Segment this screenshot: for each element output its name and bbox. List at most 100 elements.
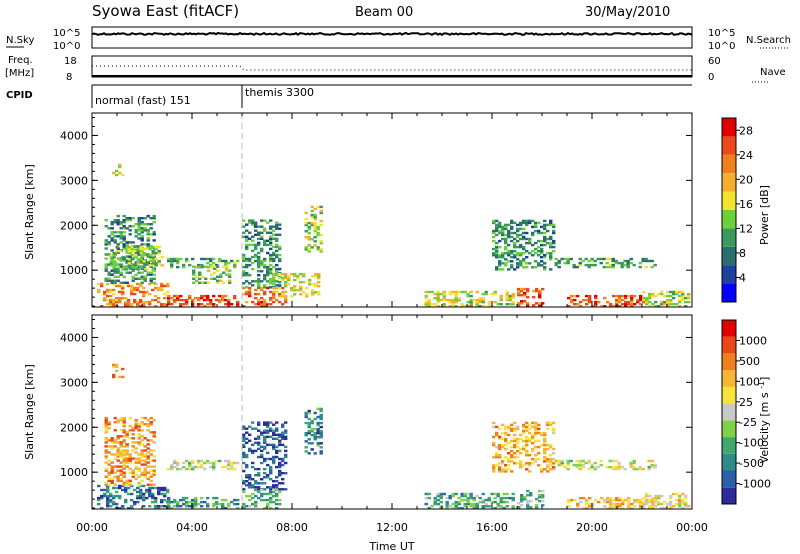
data-cell xyxy=(629,257,633,261)
data-cell xyxy=(109,298,113,302)
data-cell xyxy=(269,227,273,230)
colorbar-segment xyxy=(722,487,736,504)
data-cell xyxy=(269,235,273,238)
data-cell xyxy=(529,500,533,503)
data-cell xyxy=(245,484,249,487)
data-cell xyxy=(495,454,499,457)
data-cell xyxy=(148,488,152,492)
data-cell xyxy=(513,250,517,253)
data-cell xyxy=(260,305,264,308)
data-cell xyxy=(248,447,252,451)
data-cell xyxy=(110,481,114,484)
data-cell xyxy=(119,271,123,274)
data-cell xyxy=(163,292,167,296)
data-cell xyxy=(319,434,323,437)
data-cell xyxy=(319,417,323,421)
data-cell xyxy=(107,273,111,276)
data-cell xyxy=(107,271,111,274)
data-cell xyxy=(206,296,210,300)
data-cell xyxy=(128,225,132,228)
data-cell xyxy=(160,500,164,504)
data-cell xyxy=(552,223,556,227)
data-cell xyxy=(657,502,661,506)
data-cell xyxy=(424,290,428,294)
data-cell xyxy=(672,303,676,306)
data-cell xyxy=(109,494,113,498)
data-cell xyxy=(650,465,654,469)
data-cell xyxy=(278,449,282,453)
data-cell xyxy=(128,455,132,458)
data-cell xyxy=(125,271,129,274)
data-cell xyxy=(198,271,202,274)
data-cell xyxy=(122,471,126,474)
data-cell xyxy=(127,250,131,253)
data-cell xyxy=(647,465,651,469)
data-cell xyxy=(531,447,535,451)
data-cell xyxy=(490,492,494,496)
data-cell xyxy=(134,231,138,234)
data-cell xyxy=(104,455,108,458)
data-cell xyxy=(146,231,150,234)
data-cell xyxy=(148,494,152,498)
data-cell xyxy=(492,464,496,467)
data-cell xyxy=(251,443,255,447)
data-cell xyxy=(116,221,120,224)
data-cell xyxy=(602,257,606,261)
data-cell xyxy=(621,500,625,504)
data-cell xyxy=(523,496,527,499)
data-cell xyxy=(510,250,514,253)
data-cell xyxy=(149,459,153,462)
data-cell xyxy=(131,279,135,282)
data-cell xyxy=(495,268,499,271)
data-cell xyxy=(457,298,461,302)
data-cell xyxy=(119,237,123,240)
data-cell xyxy=(140,243,144,246)
data-cell xyxy=(139,290,143,294)
data-cell xyxy=(433,296,437,300)
data-cell xyxy=(263,229,267,232)
data-cell xyxy=(216,269,220,272)
data-cell xyxy=(109,300,113,304)
power-x-tick-marks xyxy=(91,113,693,307)
data-cell xyxy=(191,303,195,306)
data-cell xyxy=(501,252,505,255)
data-cell xyxy=(104,269,108,272)
data-cell xyxy=(119,445,123,448)
data-cell xyxy=(157,260,161,263)
data-cell xyxy=(611,257,615,261)
data-cell xyxy=(266,423,270,426)
data-cell xyxy=(593,461,597,465)
data-cell xyxy=(142,247,146,251)
data-cell xyxy=(266,265,270,269)
data-cell xyxy=(106,488,110,492)
data-cell xyxy=(107,243,111,246)
data-cell xyxy=(203,294,207,298)
data-cell xyxy=(528,470,532,473)
data-cell xyxy=(245,453,249,457)
data-cell xyxy=(454,298,458,302)
data-cell xyxy=(519,433,523,437)
data-cell xyxy=(681,507,685,510)
data-cell xyxy=(119,263,123,266)
data-cell xyxy=(475,507,479,510)
data-cell xyxy=(176,261,180,265)
data-cell xyxy=(137,429,141,432)
data-cell xyxy=(615,294,619,298)
data-cell xyxy=(106,494,110,498)
data-cell xyxy=(304,248,308,251)
data-cell xyxy=(620,465,624,469)
data-cell xyxy=(104,441,108,444)
data-cell xyxy=(618,502,622,506)
data-cell xyxy=(566,467,570,471)
data-cell xyxy=(151,264,155,267)
data-cell xyxy=(272,229,276,232)
data-cell xyxy=(317,281,321,284)
data-cell xyxy=(522,219,526,223)
data-cell xyxy=(221,505,225,508)
data-cell xyxy=(642,500,646,504)
data-cell xyxy=(284,449,288,453)
data-cell xyxy=(160,305,164,308)
data-cell xyxy=(510,227,514,231)
data-cell xyxy=(142,494,146,498)
data-cell xyxy=(575,265,579,269)
